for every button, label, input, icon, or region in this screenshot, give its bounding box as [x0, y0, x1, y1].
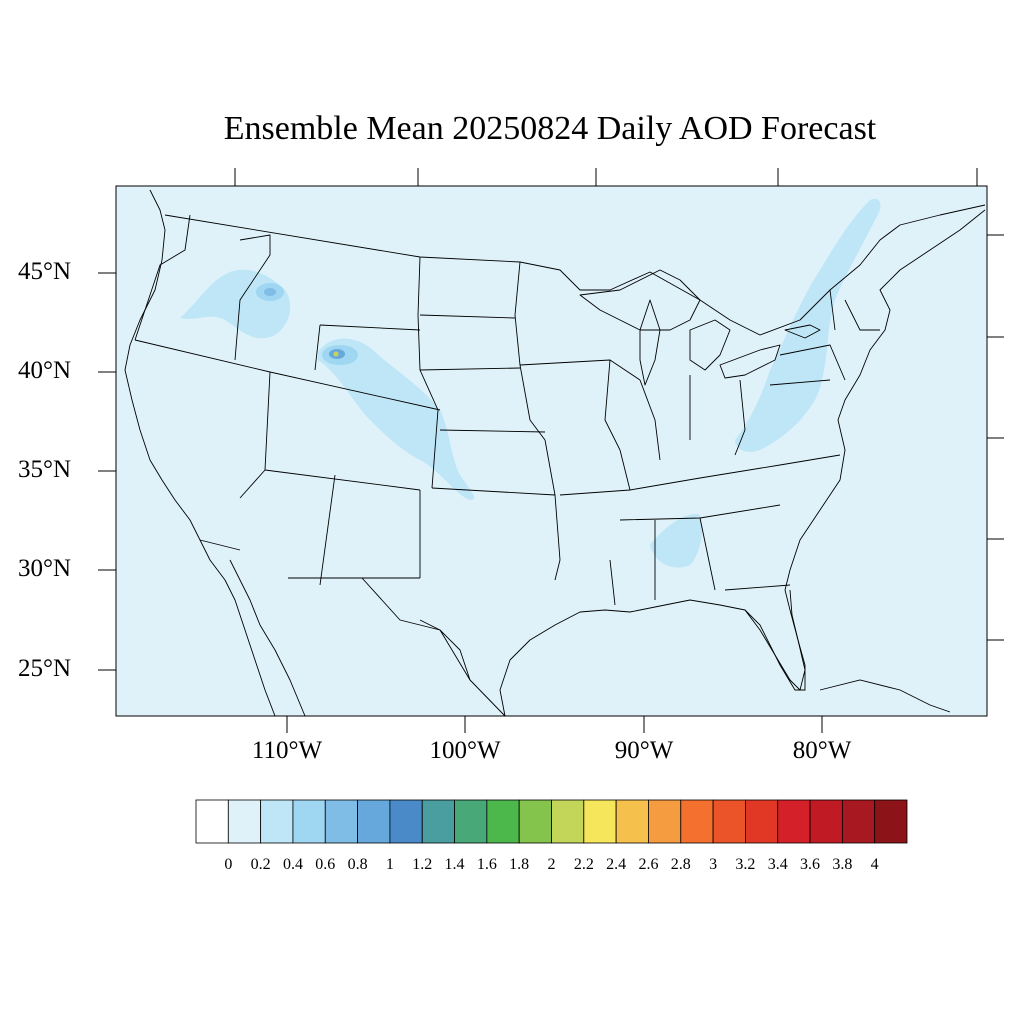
colorbar-swatch — [648, 799, 682, 844]
lat-label-35n: 35°N — [18, 456, 72, 483]
plume-idaho-montana — [180, 269, 291, 339]
colorbar-tick-label: 3.2 — [735, 856, 756, 873]
plume-wyoming-colorado — [318, 338, 475, 500]
colorbar-tick-label: 1.2 — [412, 856, 433, 873]
colorbar-tick-label: 0.4 — [282, 856, 303, 873]
lat-label-40n: 40°N — [18, 357, 72, 384]
colorbar-swatch — [583, 799, 617, 844]
colorbar-tick-label: 0.6 — [315, 856, 336, 873]
map-title: Ensemble Mean 20250824 Daily AOD Forecas… — [223, 110, 877, 147]
colorbar-tick-label: 3.6 — [800, 856, 821, 873]
colorbar-swatch — [841, 799, 876, 844]
colorbar-swatch — [809, 799, 843, 844]
colorbar-tick-label: 3.8 — [832, 856, 853, 873]
plume-alabama — [650, 514, 702, 568]
colorbar-tick-label: 1.6 — [476, 856, 497, 873]
florida-coast — [744, 589, 806, 691]
colorbar-swatch — [874, 799, 908, 844]
colorbar-tick-label: 3.4 — [767, 856, 788, 873]
colorbar-swatch — [227, 799, 262, 844]
top-ticks — [234, 168, 978, 186]
left-ticks — [98, 272, 116, 671]
lat-label-30n: 30°N — [18, 555, 72, 582]
lon-label-80w: 80°W — [792, 737, 852, 764]
colorbar-tick-label: 0.8 — [347, 856, 368, 873]
colorbar-swatch — [551, 799, 585, 844]
colorbar-tick-label: 1.4 — [444, 856, 465, 873]
colorbar-swatch — [712, 799, 746, 844]
coastlines-and-borders — [124, 189, 986, 717]
colorbar-swatch — [292, 799, 326, 844]
colorbar-swatch — [357, 799, 391, 844]
colorbar-tick-label: 0.2 — [250, 856, 271, 873]
colorbar-swatch — [486, 799, 520, 844]
colorbar-tick-label: 2.6 — [638, 856, 659, 873]
colorbar-tick-label: 0 — [224, 856, 233, 873]
lon-label-100w: 100°W — [429, 737, 501, 764]
colorbar-tick-label: 4 — [870, 856, 879, 873]
colorbar-tick-label: 2 — [547, 856, 556, 873]
colorbar-swatch — [260, 799, 294, 844]
colorbar-swatch — [680, 799, 714, 844]
colorbar-swatch — [195, 799, 229, 844]
lon-label-90w: 90°W — [614, 737, 674, 764]
colorbar-swatch — [421, 799, 455, 844]
colorbar-swatch — [324, 799, 358, 844]
colorbar-tick-label: 3 — [709, 856, 718, 873]
lon-label-110w: 110°W — [251, 737, 323, 764]
caribbean-islands — [819, 679, 951, 713]
colorbar-swatch — [389, 799, 423, 844]
lat-label-45n: 45°N — [18, 258, 72, 285]
colorbar-swatch — [518, 799, 552, 844]
colorbar-tick-label: 2.4 — [606, 856, 627, 873]
colorbar-swatch — [745, 799, 779, 844]
colorbar-swatch — [615, 799, 649, 844]
colorbar-tick-label: 1 — [385, 856, 394, 873]
colorbar-tick-label: 2.2 — [573, 856, 594, 873]
colorbar-tick-label: 1.8 — [509, 856, 530, 873]
colorbar-swatch — [454, 799, 488, 844]
lat-label-25n: 25°N — [18, 655, 72, 682]
right-ticks — [987, 234, 1004, 641]
colorbar-swatch — [777, 799, 811, 844]
colorbar-tick-label: 2.8 — [670, 856, 691, 873]
bottom-ticks — [286, 716, 823, 733]
